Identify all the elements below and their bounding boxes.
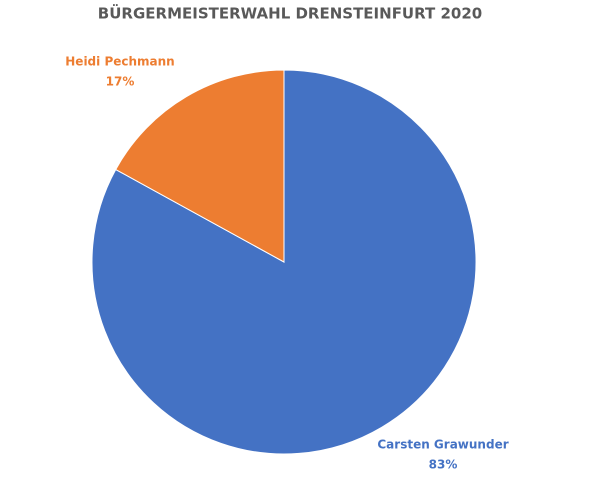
slice-label: Heidi Pechmann <box>65 55 174 69</box>
slice-value-label: 83% <box>429 458 458 472</box>
slice-label: Carsten Grawunder <box>377 438 508 452</box>
chart-title: BÜRGERMEISTERWAHL DRENSTEINFURT 2020 <box>98 4 482 23</box>
pie-slice <box>115 69 285 263</box>
slice-value-label: 17% <box>106 75 135 89</box>
